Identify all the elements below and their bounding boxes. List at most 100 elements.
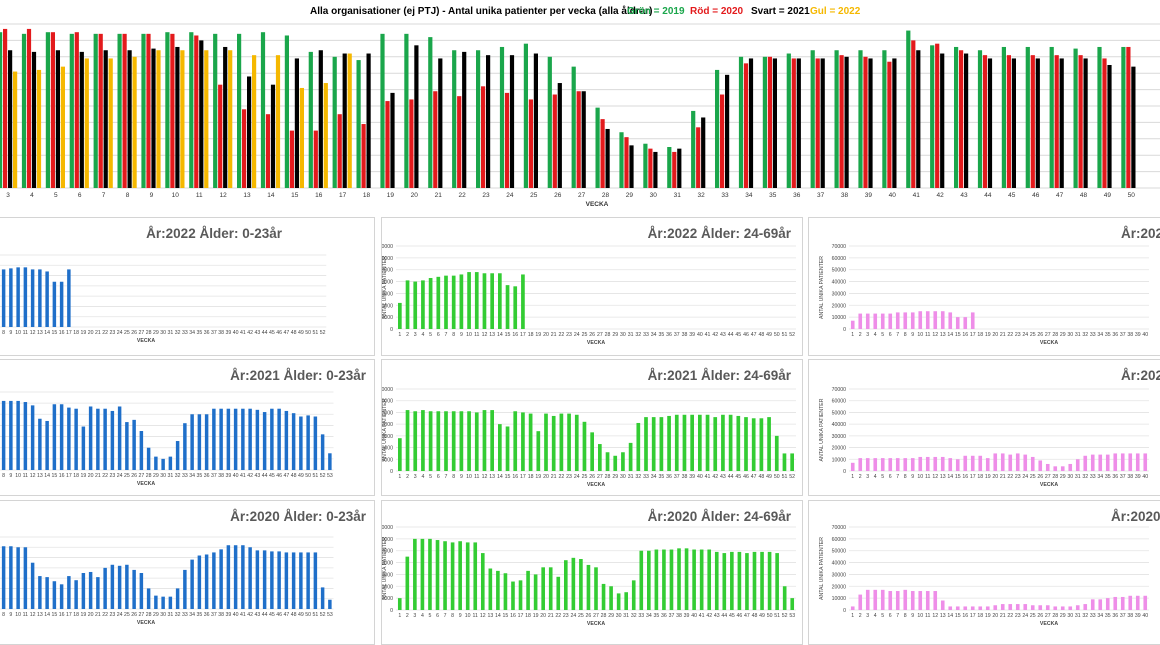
- bar-2020-w14: [265, 114, 271, 188]
- x-tick-label: 15: [51, 330, 57, 336]
- x-tick-label: 36: [204, 612, 210, 618]
- bar-w17: [518, 580, 523, 610]
- bar-2021-w22: [462, 51, 467, 188]
- x-tick-label: 21: [551, 474, 557, 480]
- x-tick-label: 16: [512, 332, 518, 338]
- x-tick-label: 40: [233, 473, 239, 479]
- bar-w23: [110, 564, 115, 609]
- x-tick-label: 28: [605, 332, 611, 338]
- panel-title: År:2022 Ålder: 0-23år: [146, 226, 282, 241]
- bar-w14: [948, 458, 953, 471]
- x-tick-label: 13: [940, 332, 946, 338]
- bar-2021-w4: [31, 51, 37, 188]
- x-tick-label: 12: [932, 332, 938, 338]
- y-tick-label: 40000: [832, 561, 847, 567]
- bar-w12: [933, 456, 938, 471]
- x-tick-label: 22: [558, 332, 564, 338]
- x-tick-label: 17: [339, 192, 347, 199]
- bar-2019-w28: [595, 107, 600, 188]
- x-tick-label: 28: [601, 613, 607, 619]
- bar-w20: [88, 571, 93, 609]
- bar-2020-w41: [911, 40, 916, 189]
- x-tick-label: 39: [689, 332, 695, 338]
- bar-w5: [428, 411, 433, 471]
- bar-w11: [23, 267, 28, 327]
- bar-2021-w13: [247, 76, 252, 188]
- bar-w7: [895, 458, 900, 471]
- x-tick-label: 15: [955, 332, 961, 338]
- bar-w25: [125, 422, 129, 470]
- bar-w41: [241, 545, 245, 609]
- x-tick-label: 13: [940, 474, 946, 480]
- x-tick-label: 13: [37, 473, 43, 479]
- x-tick-label: 33: [643, 474, 649, 480]
- x-tick-label: 35: [196, 612, 202, 618]
- bar-2020-w33: [720, 94, 725, 188]
- bar-w9: [910, 591, 915, 610]
- x-tick-label: 49: [1104, 192, 1112, 199]
- bar-w10: [918, 456, 923, 471]
- x-tick-label: 39: [225, 330, 231, 336]
- bar-w25: [1030, 605, 1035, 610]
- x-tick-label: 42: [936, 192, 944, 199]
- x-axis-label: VECKA: [1040, 482, 1058, 488]
- x-tick-label: 48: [291, 612, 297, 618]
- x-tick-label: 43: [254, 330, 260, 336]
- bar-w9: [9, 400, 13, 470]
- bar-w53: [328, 453, 332, 470]
- bar-w49: [760, 551, 764, 610]
- x-tick-label: 17: [970, 613, 976, 619]
- bar-2019-w8: [117, 33, 122, 189]
- x-tick-label: 13: [487, 613, 493, 619]
- panel-2020-70plus: År:2020 0 10000 20000 30000 40000 50000 60000 7…: [808, 500, 1160, 645]
- x-tick-label: 21: [1000, 474, 1006, 480]
- bar-2020-w18: [361, 124, 366, 188]
- y-tick-label: 60000: [832, 256, 847, 262]
- bar-w9: [458, 541, 462, 610]
- bar-w32: [1083, 455, 1088, 471]
- y-tick-label: 60000: [382, 399, 393, 405]
- bar-w22: [1008, 454, 1013, 471]
- bar-2020-w19: [385, 101, 390, 188]
- bar-w10: [16, 400, 20, 470]
- panel-plot: 0 10000 20000 30000 40000 50000 60000 70000 ANTA…: [819, 387, 1149, 488]
- x-tick-label: 12: [30, 330, 36, 336]
- bar-2020-w23: [481, 86, 486, 188]
- bar-w17: [970, 606, 975, 610]
- x-tick-label: 20: [992, 613, 998, 619]
- bar-w7: [444, 411, 448, 471]
- bar-w11: [925, 311, 930, 329]
- bar-w14: [496, 570, 500, 610]
- bar-w29: [613, 455, 618, 471]
- bar-w24: [117, 565, 122, 609]
- bar-2019-w34: [738, 56, 744, 188]
- x-tick-label: 10: [15, 612, 21, 618]
- x-tick-label: 38: [682, 332, 688, 338]
- x-tick-label: 35: [653, 613, 659, 619]
- bar-w34: [190, 559, 194, 609]
- bar-2019-w23: [476, 50, 481, 188]
- x-tick-label: 41: [240, 330, 246, 336]
- bar-w34: [1098, 599, 1103, 610]
- bar-w49: [299, 552, 303, 609]
- x-tick-label: 14: [44, 473, 50, 479]
- x-tick-label: 23: [109, 473, 115, 479]
- x-tick-label: 34: [189, 330, 195, 336]
- x-tick-label: 44: [721, 613, 727, 619]
- x-tick-label: 33: [721, 192, 729, 199]
- x-tick-label: 14: [497, 474, 503, 480]
- x-tick-label: 15: [291, 192, 299, 199]
- bar-2021-w20: [414, 45, 419, 188]
- bar-2020-w42: [935, 43, 940, 189]
- x-tick-label: 10: [465, 613, 471, 619]
- bar-w1: [850, 320, 855, 329]
- bar-w40: [233, 545, 238, 609]
- y-tick-label: 50000: [382, 549, 393, 555]
- bar-w13: [940, 311, 945, 329]
- x-tick-label: 16: [962, 332, 968, 338]
- bar-w15: [52, 281, 57, 327]
- bar-2019-w24: [499, 46, 505, 189]
- bar-w20: [88, 406, 93, 470]
- x-tick-label: 14: [267, 192, 275, 199]
- y-tick-label: 0: [843, 327, 846, 333]
